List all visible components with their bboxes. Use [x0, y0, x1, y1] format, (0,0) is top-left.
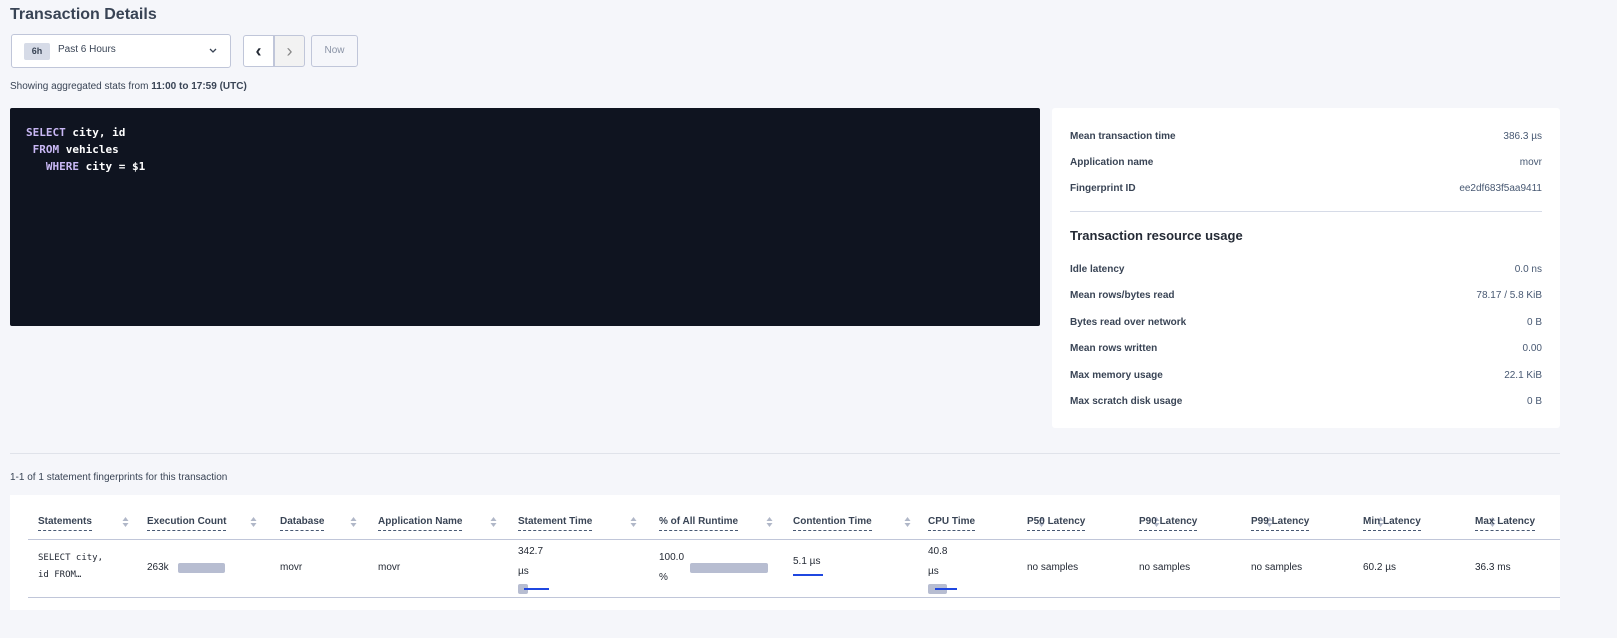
aggregation-prefix: Showing aggregated stats from: [10, 81, 152, 92]
sort-icon[interactable]: [1153, 516, 1160, 528]
sort-icon[interactable]: [1489, 516, 1496, 528]
sort-icon[interactable]: [350, 516, 357, 528]
sql-keyword: WHERE: [26, 160, 79, 173]
column-header[interactable]: Max Latency: [1475, 515, 1536, 531]
stmt-time-bar: [518, 584, 528, 594]
cell-stmt-time: 342.7 µs: [518, 546, 544, 577]
sort-icon[interactable]: [122, 516, 129, 528]
resource-label: Bytes read over network: [1070, 316, 1187, 328]
divider: [10, 453, 1560, 454]
sort-icon[interactable]: [630, 516, 637, 528]
sort-icon[interactable]: [490, 516, 497, 528]
resource-label: Mean rows written: [1070, 343, 1158, 355]
resource-label: Max memory usage: [1070, 369, 1163, 381]
resource-row: Bytes read over network 0 B: [1070, 316, 1542, 330]
aggregation-info: Showing aggregated stats from 11:00 to 1…: [10, 81, 247, 92]
sql-query-box: SELECT city, id FROM vehicles WHERE city…: [10, 108, 1040, 326]
row-divider: [28, 597, 1560, 598]
column-header[interactable]: Contention Time: [793, 515, 872, 531]
sort-icon[interactable]: [250, 516, 257, 528]
divider: [1070, 211, 1542, 212]
sql-text: city, id: [65, 126, 126, 139]
sql-text: city = $1: [78, 160, 146, 173]
resource-value: 22.1 KiB: [1504, 369, 1542, 381]
header-divider: [28, 539, 1560, 540]
aggregation-range: 11:00 to 17:59 (UTC): [151, 81, 247, 92]
column-header[interactable]: % of All Runtime: [659, 515, 739, 531]
next-range-button[interactable]: ›: [274, 35, 305, 67]
cell-cpu: 40.8 µs: [928, 546, 948, 577]
table-row[interactable]: SELECT city, id FROM… 263k movr movr 342.7 µ…: [10, 540, 1560, 597]
resource-row: Mean rows/bytes read 78.17 / 5.8 KiB: [1070, 289, 1542, 303]
cell-database: movr: [280, 562, 303, 573]
resource-value: 78.17 / 5.8 KiB: [1476, 290, 1542, 302]
contention-range: [793, 574, 823, 576]
column-header[interactable]: P99 Latency: [1251, 515, 1310, 531]
sql-keyword: SELECT: [26, 126, 66, 139]
stmt-time-range: [524, 588, 549, 590]
summary-label: Application name: [1070, 157, 1154, 168]
time-range-select[interactable]: 6h Past 6 Hours: [11, 34, 231, 68]
column-header[interactable]: P50 Latency: [1027, 515, 1086, 531]
statements-table: Statements Execution Count Database Applica…: [10, 495, 1560, 610]
summary-value: 386.3 µs: [1503, 131, 1542, 142]
sort-icon[interactable]: [1377, 516, 1384, 528]
cell-exec-count: 263k: [147, 562, 169, 573]
cell-p50: no samples: [1027, 562, 1079, 573]
summary-row: Fingerprint ID ee2df683f5aa9411: [1070, 182, 1542, 196]
page-title: Transaction Details: [10, 6, 157, 23]
resource-value: 0 B: [1526, 316, 1542, 328]
column-header[interactable]: Execution Count: [147, 515, 227, 531]
column-header[interactable]: P90 Latency: [1139, 515, 1198, 531]
transaction-summary-panel: Transaction resource usage Mean transact…: [1052, 108, 1560, 428]
resource-value: 0 B: [1526, 396, 1542, 407]
cell-p99: no samples: [1251, 562, 1303, 573]
summary-value: ee2df683f5aa9411: [1459, 183, 1542, 194]
summary-value: movr: [1519, 157, 1542, 168]
column-header[interactable]: Statement Time: [518, 515, 593, 531]
exec-count-bar: [178, 563, 225, 573]
chevron-down-icon: [209, 48, 217, 53]
statement-count: 1-1 of 1 statement fingerprints for this…: [10, 472, 228, 483]
cell-max: 36.3 ms: [1475, 562, 1511, 573]
sort-icon[interactable]: [904, 516, 911, 528]
sort-icon[interactable]: [1266, 516, 1273, 528]
resource-row: Idle latency 0.0 ns: [1070, 263, 1542, 277]
cell-contention: 5.1 µs: [793, 556, 821, 567]
resource-label: Max scratch disk usage: [1070, 396, 1183, 407]
previous-range-button[interactable]: ‹: [243, 35, 274, 67]
time-range-badge: 6h: [24, 43, 50, 60]
time-range-label: Past 6 Hours: [58, 44, 116, 55]
column-header[interactable]: Min Latency: [1363, 515, 1421, 531]
resource-usage-title: Transaction resource usage: [1070, 228, 1243, 243]
cell-runtime-pct: 100.0 %: [659, 552, 685, 583]
resource-value: 0.00: [1522, 343, 1542, 355]
sql-text: vehicles: [59, 143, 119, 156]
resource-label: Mean rows/bytes read: [1070, 290, 1175, 302]
summary-label: Mean transaction time: [1070, 131, 1176, 142]
cell-app: movr: [378, 562, 401, 573]
now-button[interactable]: Now: [311, 35, 358, 67]
summary-row: Mean transaction time 386.3 µs: [1070, 130, 1542, 144]
cell-p90: no samples: [1139, 562, 1191, 573]
resource-row: Max memory usage 22.1 KiB: [1070, 369, 1542, 383]
cell-min: 60.2 µs: [1363, 562, 1397, 573]
resource-row: Max scratch disk usage 0 B: [1070, 395, 1542, 409]
summary-row: Application name movr: [1070, 156, 1542, 170]
cpu-time-range: [935, 588, 957, 590]
sort-icon[interactable]: [1038, 516, 1045, 528]
cell-statement: SELECT city, id FROM…: [38, 553, 104, 580]
resource-row: Mean rows written 0.00: [1070, 342, 1542, 356]
sql-keyword: FROM: [26, 143, 60, 156]
column-header[interactable]: CPU Time: [928, 515, 976, 531]
runtime-bar: [690, 563, 768, 573]
column-header[interactable]: Statements: [38, 515, 92, 531]
column-header[interactable]: Application Name: [378, 515, 463, 531]
column-header[interactable]: Database: [280, 515, 325, 531]
resource-value: 0.0 ns: [1514, 264, 1542, 275]
sort-icon[interactable]: [766, 516, 773, 528]
summary-label: Fingerprint ID: [1070, 183, 1136, 194]
resource-label: Idle latency: [1070, 264, 1125, 275]
